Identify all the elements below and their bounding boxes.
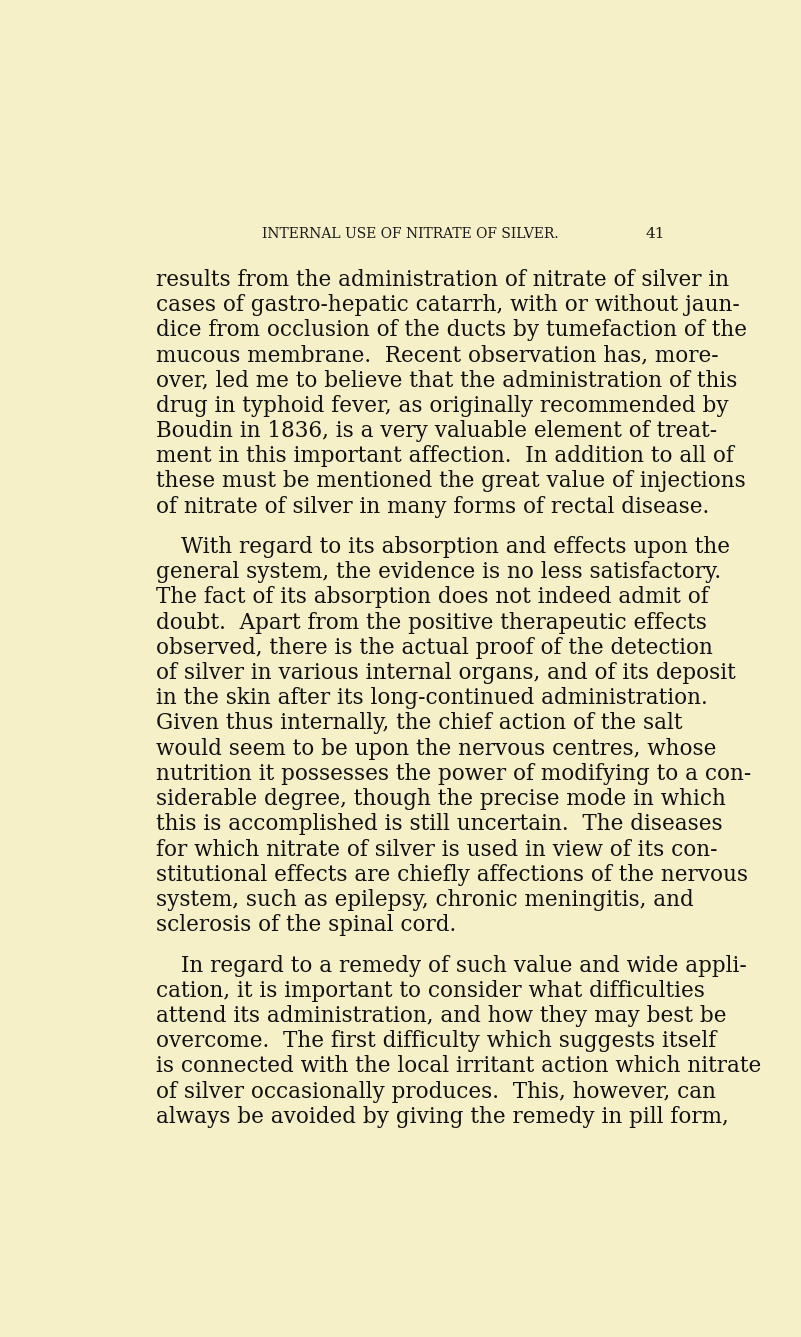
- Text: for which nitrate of silver is used in view of its con-: for which nitrate of silver is used in v…: [156, 838, 718, 861]
- Text: always be avoided by giving the remedy in pill form,: always be avoided by giving the remedy i…: [156, 1106, 729, 1128]
- Text: INTERNAL USE OF NITRATE OF SILVER.: INTERNAL USE OF NITRATE OF SILVER.: [262, 227, 559, 242]
- Text: cases of gastro-hepatic catarrh, with or without jaun-: cases of gastro-hepatic catarrh, with or…: [156, 294, 740, 316]
- Text: of silver in various internal organs, and of its deposit: of silver in various internal organs, an…: [156, 662, 736, 685]
- Text: cation, it is important to consider what difficulties: cation, it is important to consider what…: [156, 980, 705, 1001]
- Text: over, led me to believe that the administration of this: over, led me to believe that the adminis…: [156, 369, 738, 392]
- Text: general system, the evidence is no less satisfactory.: general system, the evidence is no less …: [156, 562, 721, 583]
- Text: In regard to a remedy of such value and wide appli-: In regard to a remedy of such value and …: [181, 955, 747, 976]
- Text: dice from occlusion of the ducts by tumefaction of the: dice from occlusion of the ducts by tume…: [156, 320, 747, 341]
- Text: Given thus internally, the chief action of the salt: Given thus internally, the chief action …: [156, 713, 682, 734]
- Text: of silver occasionally produces.  This, however, can: of silver occasionally produces. This, h…: [156, 1080, 716, 1103]
- Text: observed, there is the actual proof of the detection: observed, there is the actual proof of t…: [156, 636, 713, 659]
- Text: nutrition it possesses the power of modifying to a con-: nutrition it possesses the power of modi…: [156, 763, 751, 785]
- Text: The fact of its absorption does not indeed admit of: The fact of its absorption does not inde…: [156, 587, 709, 608]
- Text: siderable degree, though the precise mode in which: siderable degree, though the precise mod…: [156, 787, 726, 810]
- Text: would seem to be upon the nervous centres, whose: would seem to be upon the nervous centre…: [156, 738, 716, 759]
- Text: Boudin in 1836, is a very valuable element of treat-: Boudin in 1836, is a very valuable eleme…: [156, 420, 717, 441]
- Text: system, such as epilepsy, chronic meningitis, and: system, such as epilepsy, chronic mening…: [156, 889, 694, 910]
- Text: sclerosis of the spinal cord.: sclerosis of the spinal cord.: [156, 915, 457, 936]
- Text: results from the administration of nitrate of silver in: results from the administration of nitra…: [156, 269, 729, 290]
- Text: overcome.  The first difficulty which suggests itself: overcome. The first difficulty which sug…: [156, 1031, 716, 1052]
- Text: drug in typhoid fever, as originally recommended by: drug in typhoid fever, as originally rec…: [156, 394, 729, 417]
- Text: in the skin after its long-continued administration.: in the skin after its long-continued adm…: [156, 687, 708, 709]
- Text: ment in this important affection.  In addition to all of: ment in this important affection. In add…: [156, 445, 734, 467]
- Text: stitutional effects are chiefly affections of the nervous: stitutional effects are chiefly affectio…: [156, 864, 748, 886]
- Text: these must be mentioned the great value of injections: these must be mentioned the great value …: [156, 471, 746, 492]
- Text: 41: 41: [646, 227, 665, 242]
- Text: doubt.  Apart from the positive therapeutic effects: doubt. Apart from the positive therapeut…: [156, 611, 706, 634]
- Text: this is accomplished is still uncertain.  The diseases: this is accomplished is still uncertain.…: [156, 813, 723, 836]
- Text: of nitrate of silver in many forms of rectal disease.: of nitrate of silver in many forms of re…: [156, 496, 709, 517]
- Text: is connected with the local irritant action which nitrate: is connected with the local irritant act…: [156, 1055, 761, 1078]
- Text: With regard to its absorption and effects upon the: With regard to its absorption and effect…: [181, 536, 730, 558]
- Text: mucous membrane.  Recent observation has, more-: mucous membrane. Recent observation has,…: [156, 344, 718, 366]
- Text: attend its administration, and how they may best be: attend its administration, and how they …: [156, 1005, 727, 1027]
